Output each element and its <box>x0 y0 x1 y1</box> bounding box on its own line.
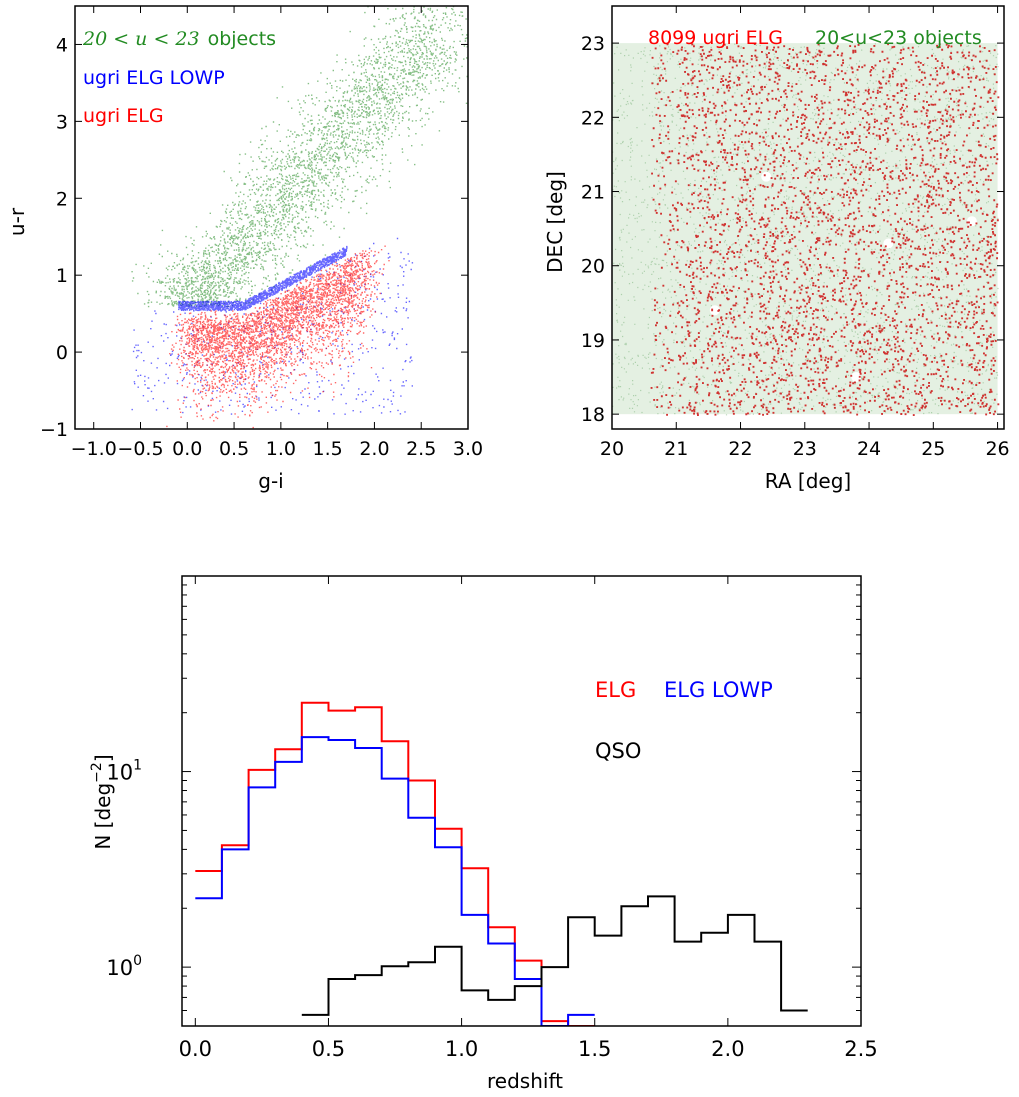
panel-sky-distribution: 20 21 22 23 24 25 26 18 19 20 21 22 23 RA [deg] DEC … <box>543 5 1010 493</box>
p3-legend: ELG ELG LOWP QSO <box>595 678 773 763</box>
p3-xtick-label: 1.0 <box>445 1037 478 1061</box>
p2-ytick-label: 18 <box>581 404 605 426</box>
p1-ytick-label: 3 <box>56 111 68 133</box>
p2-xtick-label: 25 <box>921 438 945 460</box>
p1-legend-item-all-math: 20 < u < 23 <box>82 28 200 50</box>
p3-histogram-lines <box>195 701 808 1026</box>
p3-y-axis-label: N [deg−2] <box>89 754 115 849</box>
p3-legend-item-elg-lowp: ELG LOWP <box>664 678 773 702</box>
p3-xtick-label: 1.5 <box>578 1037 611 1061</box>
p2-xtick-label: 22 <box>728 438 752 460</box>
p2-ytick-label: 21 <box>581 182 605 204</box>
p1-ytick-label: 4 <box>56 34 68 56</box>
p2-xtick-label: 21 <box>664 438 688 460</box>
p2-hole <box>709 305 720 316</box>
p1-scatter-blue <box>131 237 414 415</box>
p1-ytick-label: −1 <box>40 419 68 441</box>
p1-legend-item-elg-lowp: ugri ELG LOWP <box>83 67 225 89</box>
panel-color-color: −1.0 −0.5 0.0 0.5 1.0 1.5 2.0 2.5 3.0 −1 0 1 2 3 4 g-i… <box>5 5 483 493</box>
p3-y-axis-label-close: ] <box>91 754 115 762</box>
p2-legend: 8099 ugri ELG 20<u<23 objects <box>648 27 982 49</box>
p3-y-axis-label-main: N [deg <box>91 783 115 850</box>
p1-xtick-label: −0.5 <box>117 438 163 460</box>
p1-scatter-points <box>131 6 468 429</box>
p3-xtick-label: 2.0 <box>711 1037 744 1061</box>
p3-y-axis-label-sup: −2 <box>89 762 105 783</box>
p1-ytick-label: 0 <box>56 342 68 364</box>
p2-scatter-points <box>612 43 1000 416</box>
p2-xtick-label: 26 <box>985 438 1009 460</box>
p2-ytick-label: 23 <box>581 33 605 55</box>
p2-hole <box>966 216 977 227</box>
p2-axes-frame <box>611 5 1005 430</box>
p3-series-qso <box>301 895 808 1016</box>
p3-xtick-label: 0.0 <box>179 1037 212 1061</box>
p3-series-elg-lowp <box>195 736 595 1026</box>
p1-x-axis-label: g-i <box>258 469 283 493</box>
p2-ytick-label: 19 <box>581 330 605 352</box>
p2-ticks: 20 21 22 23 24 25 26 18 19 20 21 22 23 <box>581 6 1010 460</box>
p1-scatter-red <box>166 245 390 429</box>
p2-xtick-label: 20 <box>600 438 624 460</box>
p2-hole <box>761 171 772 182</box>
p1-ytick-label: 2 <box>56 188 68 210</box>
p1-xtick-label: 2.0 <box>359 438 389 460</box>
p2-xtick-label: 24 <box>857 438 881 460</box>
p3-legend-item-elg: ELG <box>595 678 636 702</box>
p2-xtick-label: 23 <box>793 438 817 460</box>
panel-redshift-histogram: 0.0 0.5 1.0 1.5 2.0 2.5 100 101 redshift N [deg… <box>89 575 878 1093</box>
p1-legend: 20 < u < 23 objects ugri ELG LOWP ugri EL… <box>82 28 276 127</box>
p1-xtick-label: 0.5 <box>219 438 249 460</box>
p1-legend-item-elg: ugri ELG <box>83 105 164 127</box>
p1-legend-item-all-text: objects <box>208 28 276 50</box>
p1-y-axis-label: u-r <box>5 207 29 236</box>
p1-xtick-label: 2.5 <box>406 438 436 460</box>
p3-xtick-label: 0.5 <box>312 1037 345 1061</box>
p1-xtick-label: −1.0 <box>71 438 117 460</box>
p1-xtick-label: 0.0 <box>172 438 202 460</box>
p1-ytick-label: 1 <box>56 265 68 287</box>
p3-ytick-label: 100 <box>106 953 142 980</box>
p2-legend-item-all: 20<u<23 objects <box>815 27 982 49</box>
p3-ytick-label: 101 <box>106 758 142 785</box>
p2-ytick-label: 22 <box>581 107 605 129</box>
p2-y-axis-label: DEC [deg] <box>543 171 567 273</box>
p3-ticks: 0.0 0.5 1.0 1.5 2.0 2.5 100 101 <box>106 576 878 1061</box>
p3-axes-frame <box>181 575 862 1027</box>
p2-legend-item-elg: 8099 ugri ELG <box>648 27 783 49</box>
p2-x-axis-label: RA [deg] <box>765 469 851 493</box>
p1-xtick-label: 1.5 <box>313 438 343 460</box>
p1-axes-frame <box>74 5 469 430</box>
p1-xtick-label: 3.0 <box>453 438 483 460</box>
p2-scatter-red <box>650 43 1000 416</box>
p1-xtick-label: 1.0 <box>266 438 296 460</box>
p2-ytick-label: 20 <box>581 256 605 278</box>
p3-series-elg <box>195 701 595 1026</box>
p3-legend-item-qso: QSO <box>595 739 641 763</box>
p3-xtick-label: 2.5 <box>844 1037 877 1061</box>
p1-legend-item-all: 20 < u < 23 objects <box>82 28 276 50</box>
p1-ticks: −1.0 −0.5 0.0 0.5 1.0 1.5 2.0 2.5 3.0 −1 0 1 2 3 4 <box>40 6 483 460</box>
p3-x-axis-label: redshift <box>487 1069 563 1093</box>
